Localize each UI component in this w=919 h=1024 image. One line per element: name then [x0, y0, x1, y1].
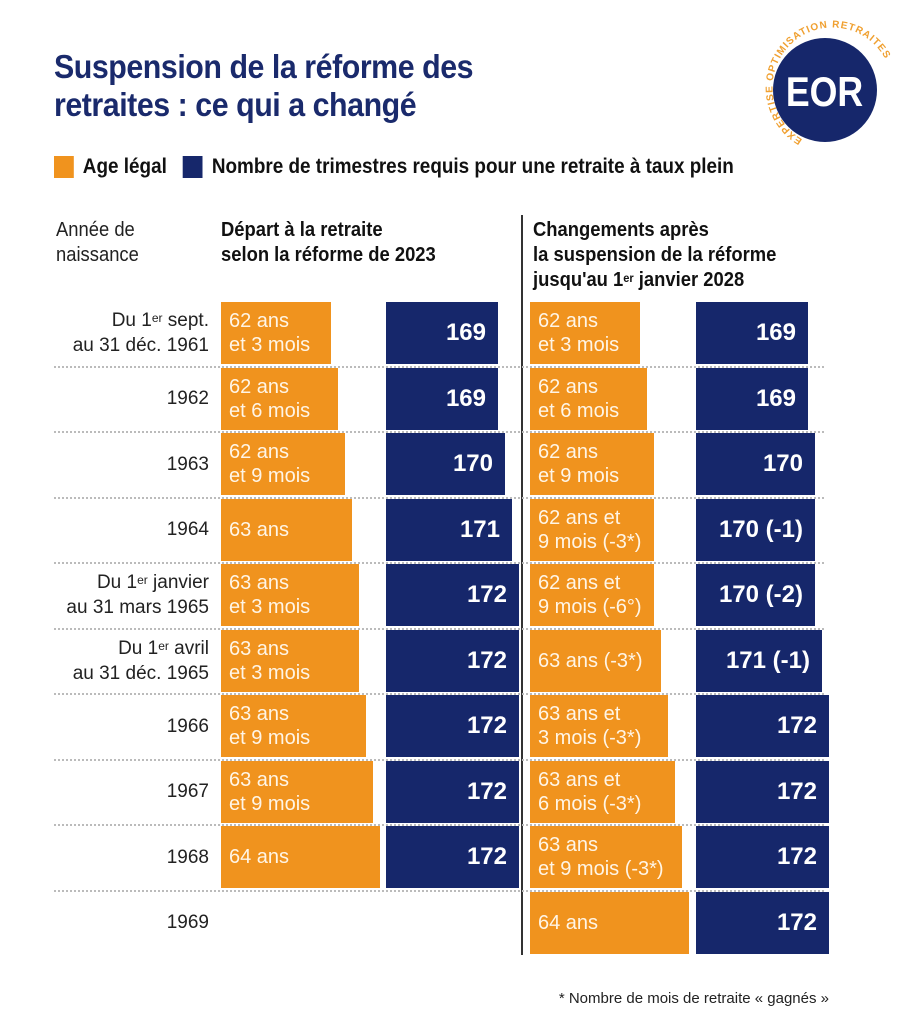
age-bar: 62 ans et 3 mois	[221, 302, 331, 364]
title-line: Suspension de la réforme des	[54, 48, 474, 85]
header-suspension: Changements après la suspension de la ré…	[533, 218, 776, 293]
age-bar: 62 ans et 9 mois (-3*)	[530, 498, 654, 561]
quarters-bar: 172	[696, 760, 829, 823]
quarters-bar: 172	[696, 695, 829, 757]
age-bar: 63 ans et 9 mois (-3*)	[530, 826, 682, 888]
header-2023-reform: Départ à la retraite selon la réforme de…	[221, 218, 436, 268]
header-line: selon la réforme de 2023	[221, 244, 436, 266]
age-bar: 64 ans	[530, 891, 689, 954]
birth-year-label: Du 1er sept. au 31 déc. 1961	[72, 310, 209, 356]
birth-year-label: 1968	[166, 846, 209, 868]
birth-year-label: 1963	[166, 453, 209, 475]
quarters-bar: 172	[696, 826, 829, 888]
quarters-bar: 171 (-1)	[696, 629, 822, 692]
birth-year-label: 1967	[166, 781, 209, 802]
svg-text:EOR: EOR	[786, 69, 863, 115]
age-bar: 63 ans	[221, 498, 352, 561]
table-row: 1964 63 ans 171 62 ans et 9 mois (-3*) 170 (-…	[0, 498, 919, 561]
header-line: Année de	[56, 219, 135, 241]
legend-swatch-age	[54, 156, 74, 178]
quarters-bar: 170 (-2)	[696, 564, 815, 626]
quarters-bar: 172	[386, 826, 519, 888]
legend-label-quarters: Nombre de trimestres requis pour une ret…	[211, 155, 734, 178]
table-row: 1967 63 ans et 9 mois 172 63 ans et 6 mois (-…	[0, 760, 919, 823]
age-bar: 63 ans et 6 mois (-3*)	[530, 760, 675, 823]
table-row: 1963 62 ans et 9 mois 170 62 ans et 9 mois 170	[0, 433, 919, 495]
row-divider	[54, 889, 824, 892]
row-divider	[54, 824, 824, 826]
age-bar: 62 ans et 6 mois	[530, 367, 647, 430]
footnote: * Nombre de mois de retraite « gagnés »	[558, 990, 829, 1007]
quarters-bar: 172	[386, 564, 519, 626]
birth-year-label: Du 1er avril au 31 déc. 1965	[72, 637, 209, 684]
header-line: la suspension de la réforme	[533, 244, 777, 266]
quarters-bar: 171	[386, 498, 512, 561]
table-row: Du 1er avril au 31 déc. 1965 63 ans et 3 mo…	[0, 629, 919, 692]
row-divider	[54, 562, 824, 564]
row-divider	[54, 496, 824, 499]
age-bar: 63 ans et 3 mois	[221, 629, 359, 692]
age-bar: 63 ans et 3 mois (-3*)	[530, 695, 668, 757]
legend-swatch-quarters	[183, 156, 203, 178]
row-divider	[54, 758, 824, 761]
quarters-bar: 172	[386, 629, 519, 692]
birth-year-label: 1969	[166, 912, 209, 933]
quarters-bar: 170	[696, 433, 815, 495]
title-line: retraites : ce qui a changé	[54, 86, 417, 123]
quarters-bar: 170 (-1)	[696, 498, 815, 561]
age-bar: 62 ans et 9 mois	[530, 433, 654, 495]
table-row: 1968 64 ans 172 63 ans et 9 mois (-3*) 172	[0, 826, 919, 888]
quarters-bar: 172	[386, 695, 519, 757]
age-bar: 63 ans (-3*)	[530, 629, 661, 692]
row-divider	[54, 627, 824, 630]
legend: Age légal Nombre de trimestres requis po…	[54, 155, 734, 179]
age-bar: 63 ans et 9 mois	[221, 695, 366, 757]
row-divider	[54, 431, 824, 433]
row-divider	[54, 693, 824, 695]
age-bar: 62 ans et 3 mois	[530, 302, 640, 364]
legend-label-age: Age légal	[82, 155, 167, 178]
header-line: Changements après	[533, 219, 709, 241]
eor-logo: EOR EXPERTISE OPTIMISATION RETRAITES	[765, 20, 892, 146]
birth-year-label: 1962	[166, 388, 209, 409]
quarters-bar: 169	[696, 367, 808, 430]
birth-year-label: 1964	[166, 519, 209, 540]
age-bar: 62 ans et 9 mois (-6°)	[530, 564, 654, 626]
header-line: naissance	[56, 244, 139, 266]
quarters-bar: 169	[696, 302, 808, 364]
header-line: Départ à la retraite	[221, 219, 383, 241]
table-row: Du 1er janvier au 31 mars 1965 63 ans et 3 …	[0, 564, 919, 626]
birth-year-label: 1966	[166, 715, 209, 737]
table-row: 1966 63 ans et 9 mois 172 63 ans et 3 mois (-…	[0, 695, 919, 757]
age-bar: 63 ans et 3 mois	[221, 564, 359, 626]
quarters-bar: 172	[696, 891, 829, 954]
quarters-bar: 172	[386, 760, 519, 823]
page-title: Suspension de la réforme des retraites :…	[54, 48, 474, 124]
age-bar: 62 ans et 9 mois	[221, 433, 345, 495]
header-line: jusqu'au 1er janvier 2028	[533, 269, 745, 291]
age-bar: 63 ans et 9 mois	[221, 760, 373, 823]
table-row: 1962 62 ans et 6 mois 169 62 ans et 6 mois 169	[0, 367, 919, 430]
birth-year-label: Du 1er janvier au 31 mars 1965	[66, 572, 209, 618]
age-bar: 62 ans et 6 mois	[221, 367, 338, 430]
header-birth-year: Année de naissance	[56, 218, 139, 268]
column-divider	[521, 215, 523, 955]
quarters-bar: 170	[386, 433, 505, 495]
table-row: Du 1er sept. au 31 déc. 1961 62 ans et 3 mo…	[0, 302, 919, 364]
quarters-bar: 169	[386, 302, 498, 364]
table-row: 1969 64 ans 172	[0, 891, 919, 954]
quarters-bar: 169	[386, 367, 498, 430]
age-bar: 64 ans	[221, 826, 380, 888]
row-divider	[54, 365, 824, 368]
